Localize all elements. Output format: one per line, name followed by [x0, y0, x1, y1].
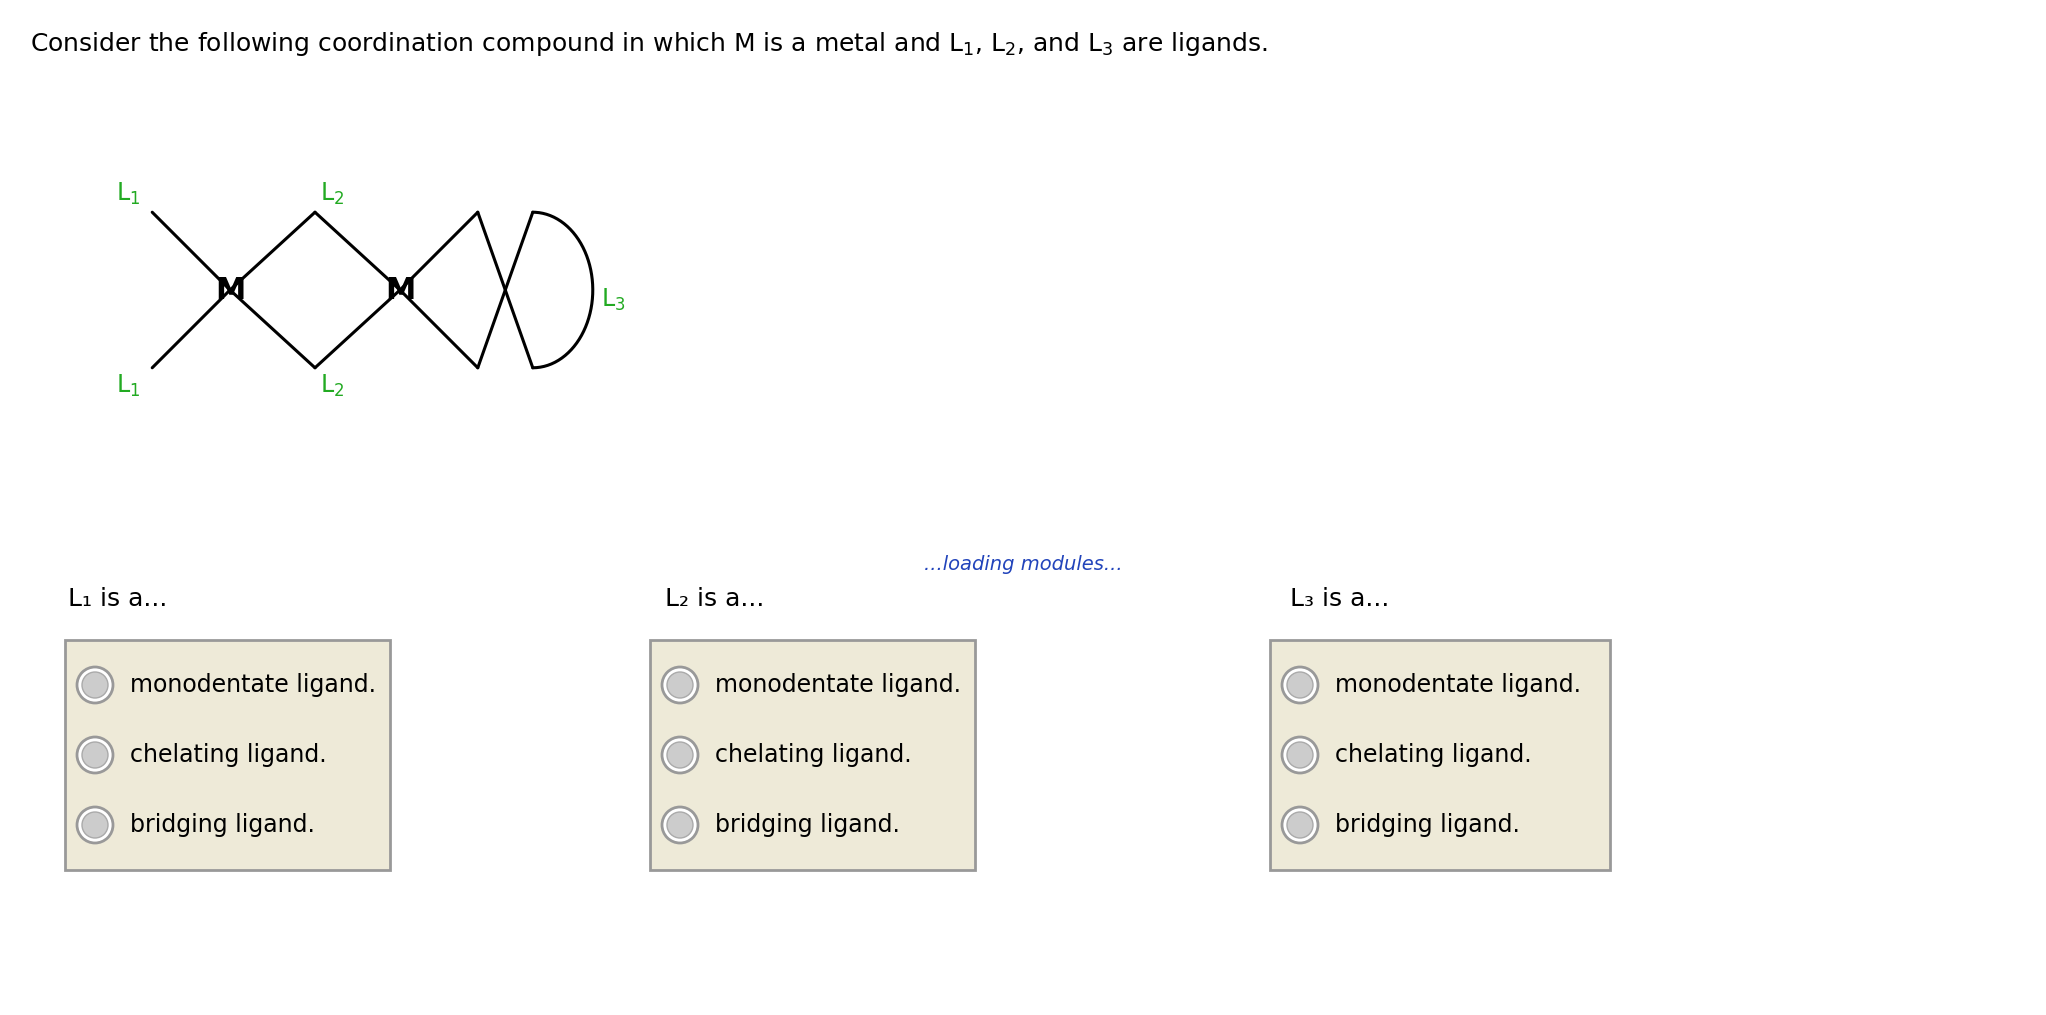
Text: M: M: [215, 275, 246, 304]
Circle shape: [82, 742, 108, 768]
Circle shape: [1283, 807, 1318, 843]
Circle shape: [1287, 812, 1314, 838]
Text: $\mathregular{L_2}$: $\mathregular{L_2}$: [319, 373, 344, 399]
Circle shape: [667, 672, 694, 698]
Text: monodentate ligand.: monodentate ligand.: [1334, 673, 1582, 697]
Circle shape: [663, 737, 698, 773]
Text: monodentate ligand.: monodentate ligand.: [131, 673, 376, 697]
Circle shape: [663, 667, 698, 703]
Circle shape: [82, 672, 108, 698]
Text: $\mathregular{L_1}$: $\mathregular{L_1}$: [117, 181, 141, 207]
FancyBboxPatch shape: [65, 640, 391, 870]
Text: $\mathregular{L_1}$: $\mathregular{L_1}$: [117, 373, 141, 399]
Text: L₁ is a...: L₁ is a...: [68, 587, 168, 611]
Text: ...loading modules...: ...loading modules...: [923, 555, 1123, 574]
Text: M: M: [385, 275, 415, 304]
Text: L₂ is a...: L₂ is a...: [665, 587, 765, 611]
Text: chelating ligand.: chelating ligand.: [1334, 743, 1532, 767]
Circle shape: [82, 812, 108, 838]
Circle shape: [1283, 667, 1318, 703]
Text: chelating ligand.: chelating ligand.: [131, 743, 327, 767]
Text: Consider the following coordination compound in which M is a metal and $\mathreg: Consider the following coordination comp…: [31, 30, 1269, 58]
Text: bridging ligand.: bridging ligand.: [131, 813, 315, 837]
Circle shape: [663, 807, 698, 843]
Circle shape: [78, 667, 113, 703]
Circle shape: [1287, 742, 1314, 768]
Text: bridging ligand.: bridging ligand.: [1334, 813, 1520, 837]
Text: $\mathregular{L_2}$: $\mathregular{L_2}$: [319, 181, 344, 207]
FancyBboxPatch shape: [1271, 640, 1610, 870]
Text: chelating ligand.: chelating ligand.: [714, 743, 913, 767]
Circle shape: [78, 737, 113, 773]
Circle shape: [667, 812, 694, 838]
Text: L₃ is a...: L₃ is a...: [1289, 587, 1389, 611]
FancyBboxPatch shape: [651, 640, 976, 870]
Text: $\mathregular{L_3}$: $\mathregular{L_3}$: [602, 287, 626, 313]
Circle shape: [1287, 672, 1314, 698]
Text: bridging ligand.: bridging ligand.: [714, 813, 900, 837]
Text: monodentate ligand.: monodentate ligand.: [714, 673, 962, 697]
Circle shape: [1283, 737, 1318, 773]
Circle shape: [667, 742, 694, 768]
Circle shape: [78, 807, 113, 843]
